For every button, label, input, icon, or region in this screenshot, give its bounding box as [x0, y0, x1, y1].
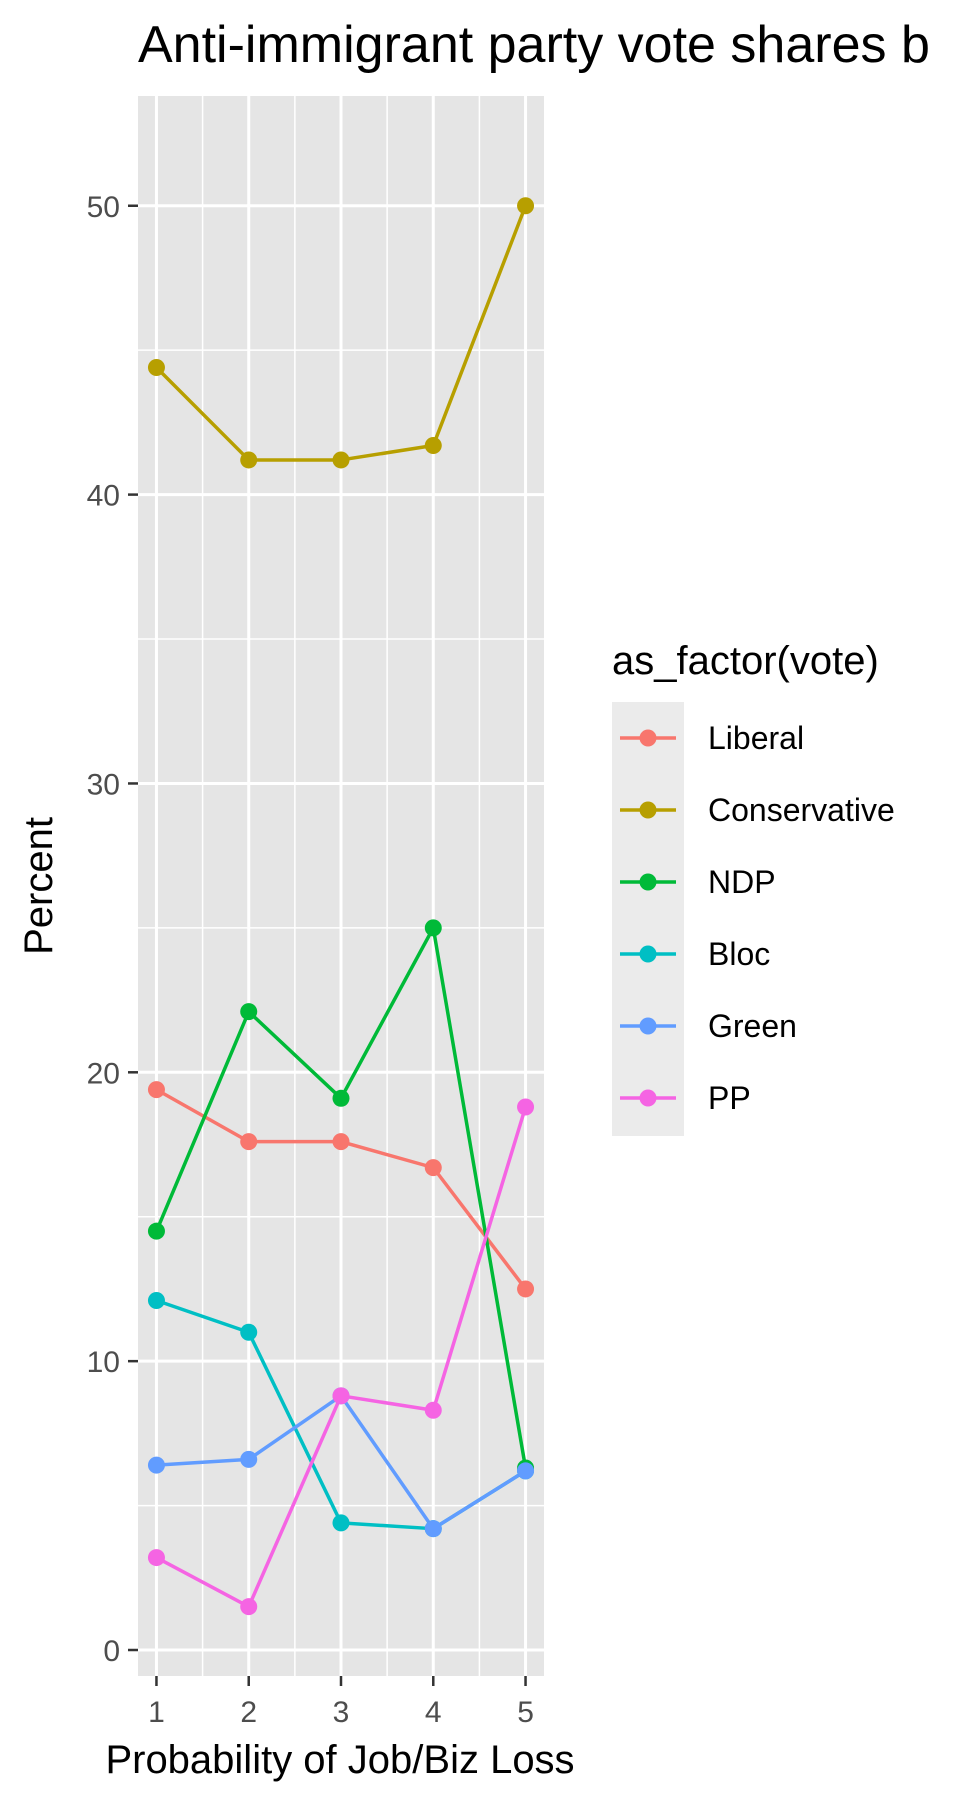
y-tick-labels: 0 10 20 30 40 50 — [87, 191, 120, 1668]
legend-label-conservative: Conservative — [708, 792, 895, 828]
data-point-pp — [424, 1401, 442, 1419]
y-tick-label: 20 — [87, 1057, 120, 1090]
y-axis-title: Percent — [17, 817, 61, 955]
y-tick-label: 0 — [103, 1635, 120, 1668]
axis-ticks — [128, 204, 527, 1686]
data-point-liberal — [517, 1280, 535, 1298]
legend-key-point-ndp — [639, 873, 657, 891]
x-tick-label: 2 — [240, 1696, 257, 1729]
legend: as_factor(vote) Liberal Conservative NDP Bl… — [612, 639, 895, 1136]
y-tick-label: 30 — [87, 768, 120, 801]
data-point-liberal — [332, 1133, 350, 1151]
x-tick-label: 3 — [333, 1696, 350, 1729]
data-point-green — [147, 1456, 165, 1474]
data-point-pp — [332, 1387, 350, 1405]
legend-label-bloc: Bloc — [708, 936, 770, 972]
chart-title: Anti-immigrant party vote shares b — [138, 16, 930, 74]
x-axis-title: Probability of Job/Biz Loss — [105, 1738, 574, 1782]
legend-entries: Liberal Conservative NDP Bloc Green PP — [620, 720, 895, 1116]
y-tick-label: 50 — [87, 191, 120, 224]
data-point-pp — [240, 1598, 258, 1616]
data-point-pp — [147, 1549, 165, 1567]
data-point-green — [240, 1450, 258, 1468]
legend-title: as_factor(vote) — [612, 639, 879, 683]
legend-label-ndp: NDP — [708, 864, 776, 900]
legend-label-green: Green — [708, 1008, 797, 1044]
data-point-liberal — [424, 1159, 442, 1177]
legend-key-point-pp — [639, 1089, 657, 1107]
legend-key-background — [612, 702, 684, 1136]
data-point-green — [517, 1462, 535, 1480]
x-tick-label: 5 — [517, 1696, 534, 1729]
data-point-liberal — [147, 1081, 165, 1099]
data-point-ndp — [240, 1003, 258, 1021]
x-tick-labels: 1 2 3 4 5 — [148, 1696, 534, 1729]
series-points — [147, 197, 535, 1616]
y-tick-label: 40 — [87, 480, 120, 513]
data-point-liberal — [240, 1133, 258, 1151]
data-point-conservative — [517, 197, 535, 215]
legend-key-point-liberal — [639, 729, 657, 747]
data-point-conservative — [147, 359, 165, 377]
data-point-bloc — [332, 1514, 350, 1532]
data-point-green — [424, 1520, 442, 1538]
data-point-ndp — [147, 1222, 165, 1240]
legend-key-point-bloc — [639, 945, 657, 963]
legend-label-pp: PP — [708, 1080, 751, 1116]
data-point-bloc — [240, 1323, 258, 1341]
data-point-pp — [517, 1098, 535, 1116]
data-point-conservative — [332, 451, 350, 469]
legend-label-liberal: Liberal — [708, 720, 804, 756]
x-tick-label: 1 — [148, 1696, 165, 1729]
legend-key-point-green — [639, 1017, 657, 1035]
data-point-bloc — [147, 1291, 165, 1309]
data-point-conservative — [240, 451, 258, 469]
legend-key-point-conservative — [639, 801, 657, 819]
y-tick-label: 10 — [87, 1346, 120, 1379]
x-tick-label: 4 — [425, 1696, 442, 1729]
data-point-ndp — [424, 919, 442, 937]
data-point-ndp — [332, 1089, 350, 1107]
data-point-conservative — [424, 437, 442, 455]
